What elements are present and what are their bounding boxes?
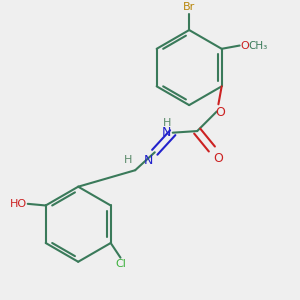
Text: H: H: [163, 118, 171, 128]
Text: N: N: [162, 126, 171, 139]
Text: H: H: [124, 155, 132, 165]
Text: Cl: Cl: [115, 259, 126, 269]
Text: CH₃: CH₃: [249, 40, 268, 50]
Text: N: N: [144, 154, 153, 167]
Text: O: O: [215, 106, 225, 119]
Text: HO: HO: [10, 199, 27, 209]
Text: Br: Br: [183, 2, 195, 12]
Text: O: O: [240, 40, 249, 50]
Text: O: O: [214, 152, 224, 165]
